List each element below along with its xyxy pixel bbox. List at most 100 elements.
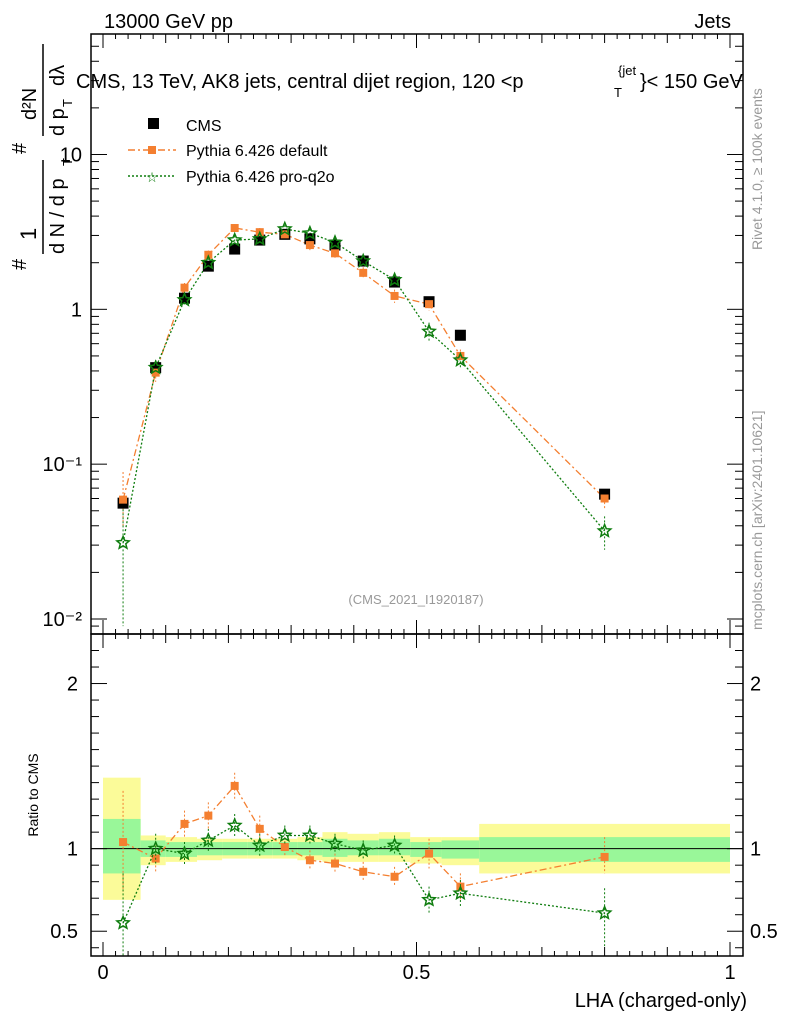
legend-marker-proq2o: ☆ bbox=[146, 169, 159, 185]
main-marker-s1-6 bbox=[280, 230, 289, 239]
ratio-marker-s0-8 bbox=[330, 859, 339, 868]
x-tick-label-2: 1 bbox=[724, 962, 735, 984]
main-marker-s2-3 bbox=[200, 254, 217, 270]
main-marker-s2-6 bbox=[276, 220, 293, 236]
main-marker-s1-0 bbox=[119, 495, 128, 504]
title-sub: T bbox=[614, 85, 622, 100]
main-marker-s2-2 bbox=[176, 291, 193, 307]
main-marker-s1-9 bbox=[359, 268, 368, 277]
title-tail: }< 150 GeV bbox=[640, 71, 744, 93]
main-line-s1 bbox=[122, 227, 606, 500]
band-inner-11 bbox=[410, 842, 442, 857]
ratio-marker-s1-0 bbox=[115, 914, 132, 930]
title-main: CMS, 13 TeV, AK8 jets, central dijet reg… bbox=[76, 71, 524, 93]
header-left: 13000 GeV pp bbox=[104, 11, 233, 33]
ratio-ytick-label-l-0: 0.5 bbox=[50, 921, 78, 943]
cms-point-13 bbox=[599, 488, 611, 500]
ratio-marker-s0-0 bbox=[119, 838, 128, 847]
ratio-ytick-label-r-2: 2 bbox=[750, 674, 761, 696]
ratio-ytick-label-l-2: 2 bbox=[67, 674, 78, 696]
x-tick-label-0: 0 bbox=[97, 962, 108, 984]
ratio-marker-s1-11 bbox=[421, 891, 438, 907]
ratio-marker-s0-13 bbox=[600, 852, 609, 861]
ylabel-hash2: # bbox=[9, 142, 31, 154]
ratio-marker-s1-4 bbox=[226, 817, 243, 833]
axes-layer: 0 0.5 1 10⁻² 10⁻¹ 1 10 0.5 0.5 1 1 2 2 bbox=[43, 33, 778, 984]
ratio-line-s1 bbox=[122, 824, 605, 924]
main-marker-s2-1 bbox=[147, 359, 164, 375]
ratio-marker-s1-5 bbox=[251, 836, 268, 853]
ratio-marker-s1-2 bbox=[176, 845, 193, 861]
side-mcplots-text: mcplots.cern.ch [arXiv:2401.10621] bbox=[749, 411, 765, 630]
main-marker-s1-11 bbox=[425, 300, 434, 309]
ylabel-dpt: d p bbox=[47, 108, 69, 136]
ratio-marker-s1-8 bbox=[326, 835, 344, 851]
ratio-marker-s0-2 bbox=[180, 819, 189, 828]
plot-title: CMS, 13 TeV, AK8 jets, central dijet reg… bbox=[76, 63, 744, 100]
main-ytick-label-0: 10⁻² bbox=[43, 609, 83, 631]
main-marker-s1-1 bbox=[151, 368, 160, 377]
cms-point-4 bbox=[229, 243, 241, 255]
ylabel-dpt-sub: T bbox=[60, 99, 75, 107]
main-marker-s2-13 bbox=[596, 522, 613, 538]
x-tick-label-1: 0.5 bbox=[403, 962, 431, 984]
main-marker-s2-7 bbox=[301, 224, 318, 241]
ratio-marker-s1-10 bbox=[386, 836, 403, 853]
main-series-layer bbox=[115, 220, 613, 627]
main-marker-s1-12 bbox=[456, 351, 465, 360]
main-marker-s2-10 bbox=[386, 271, 403, 287]
ylabel-dn: d N / d p bbox=[47, 178, 69, 254]
title-sup: {jet bbox=[618, 63, 636, 78]
band-inner-12 bbox=[441, 840, 480, 859]
watermark: (CMS_2021_I1920187) bbox=[348, 592, 483, 607]
main-marker-s2-8 bbox=[326, 234, 344, 250]
x-axis-label: LHA (charged-only) bbox=[575, 990, 747, 1012]
ratio-marker-s1-9 bbox=[355, 841, 372, 858]
legend-marker-cms bbox=[148, 118, 159, 129]
cms-point-2 bbox=[179, 292, 191, 304]
legend-label-default: Pythia 6.426 default bbox=[186, 143, 328, 160]
band-inner-8 bbox=[322, 838, 348, 857]
main-line-s2 bbox=[122, 228, 606, 544]
ratio-series-layer bbox=[115, 772, 613, 956]
ratio-ytick-label-l-1: 1 bbox=[67, 839, 78, 861]
main-marker-s2-5 bbox=[251, 230, 268, 246]
legend: CMS Pythia 6.426 default ☆ Pythia 6.426 … bbox=[128, 118, 335, 186]
main-marker-s1-10 bbox=[390, 291, 399, 300]
cms-point-5 bbox=[254, 234, 266, 246]
main-ytick-label-2: 1 bbox=[71, 299, 82, 321]
legend-label-proq2o: Pythia 6.426 pro-q2o bbox=[186, 169, 335, 186]
cms-point-9 bbox=[357, 255, 369, 267]
cms-point-7 bbox=[304, 233, 316, 245]
band-inner-0 bbox=[103, 818, 141, 874]
band-inner-9 bbox=[347, 840, 379, 856]
header-right: Jets bbox=[694, 11, 731, 33]
main-marker-s1-7 bbox=[305, 241, 314, 250]
cms-point-1 bbox=[150, 362, 162, 374]
ratio-marker-s0-7 bbox=[305, 856, 314, 865]
ratio-marker-s1-3 bbox=[200, 831, 217, 848]
main-ylabel: # 1 d N / d p T # d²N d p T dλ bbox=[9, 44, 75, 270]
cms-point-12 bbox=[454, 329, 466, 341]
ratio-marker-s0-4 bbox=[230, 781, 239, 790]
ylabel-one: 1 bbox=[16, 228, 41, 240]
ylabel-dn-sub: T bbox=[60, 158, 75, 166]
ratio-frame bbox=[90, 633, 744, 957]
main-ytick-label-1: 10⁻¹ bbox=[43, 454, 83, 476]
main-ytick-label-3: 10 bbox=[60, 144, 82, 166]
main-marker-s1-13 bbox=[600, 494, 609, 503]
ratio-marker-s0-6 bbox=[280, 843, 289, 852]
ratio-marker-s0-5 bbox=[255, 824, 264, 833]
main-marker-s2-4 bbox=[226, 231, 243, 247]
ratio-marker-s1-1 bbox=[147, 840, 164, 856]
ylabel-hash1: # bbox=[9, 258, 31, 270]
legend-marker-default bbox=[148, 146, 156, 154]
main-marker-s1-4 bbox=[230, 224, 239, 233]
ratio-ylabel: Ratio to CMS bbox=[25, 753, 41, 836]
ratio-marker-s0-10 bbox=[390, 872, 399, 881]
main-marker-s2-0 bbox=[115, 534, 132, 550]
ratio-marker-s1-7 bbox=[301, 827, 318, 843]
ratio-ytick-label-r-1: 1 bbox=[750, 839, 761, 861]
side-rivet-text: Rivet 4.1.0, ≥ 100k events bbox=[749, 88, 765, 250]
